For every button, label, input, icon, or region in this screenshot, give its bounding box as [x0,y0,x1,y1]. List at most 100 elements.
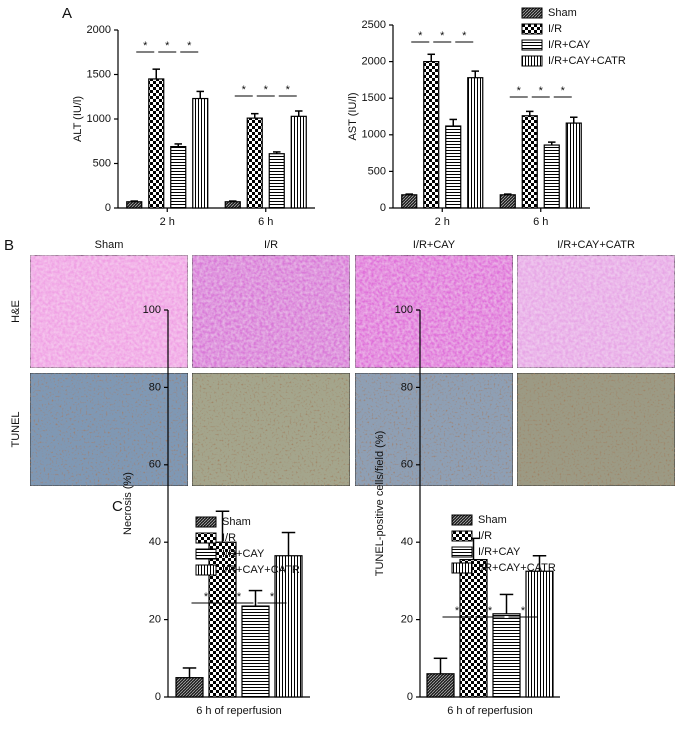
legend-swatch [521,55,543,67]
chart: 0 500 1000 1500 2000 ALT (IU/l) 2 h 6 h * * * * * * [72,24,315,228]
legend-swatch [195,548,217,560]
bar [521,115,538,209]
significance-label: * [488,605,493,617]
significance-label: * [165,40,170,52]
y-tick-label: 1500 [87,68,111,80]
legend-swatch [451,546,473,558]
legend-label: I/R+CAY+CATR [478,562,556,574]
tunel-image [191,372,351,487]
significance-label: * [462,30,467,42]
y-tick-label: 80 [149,381,161,393]
x-tick-label: 6 h [533,216,548,228]
bar [565,122,582,209]
significance-label: * [521,605,526,617]
legend-label: I/R+CAY [222,548,265,560]
y-axis-label: AST (IU/l) [347,92,359,140]
y-axis-label: Necrosis (%) [122,472,134,535]
micrograph-grid: Sham I/R I/R+CAY I/R+CAY+CATR H&E TUNEL [10,239,676,487]
he-image [516,254,676,369]
y-tick-label: 1500 [362,92,386,104]
legend-swatch [195,532,217,544]
bar [274,555,303,698]
y-tick-label: 100 [395,304,413,316]
column-label: I/R+CAY+CATR [557,239,635,251]
y-tick-label: 60 [149,459,161,471]
legend-swatch [451,530,473,542]
bar [192,97,209,209]
bar [499,194,516,209]
x-tick-label: 2 h [160,216,175,228]
y-tick-label: 500 [368,165,386,177]
row-label: TUNEL [10,411,22,447]
y-tick-label: 2500 [362,19,386,31]
y-tick-label: 60 [401,459,413,471]
bar [459,559,488,698]
legend-label: Sham [478,514,507,526]
bar [492,613,521,698]
significance-label: * [418,30,423,42]
he-image [191,254,351,369]
legend-label: I/R+CAY+CATR [222,564,300,576]
column-label: I/R [264,239,278,251]
significance-label: * [539,85,544,97]
legend-swatch [521,39,543,51]
chart: 0 20 40 60 80 100 Necrosis (%) 6 h of reperfusi… [122,304,310,717]
bar [445,125,462,209]
y-tick-label: 1000 [362,129,386,141]
panel-label: B [4,237,14,254]
legend-swatch [451,514,473,526]
panel-label: A [62,5,72,22]
legend-swatch [451,562,473,574]
bar [170,145,187,209]
he-image [29,254,189,369]
legend-label: I/R+CAY+CATR [548,55,626,67]
bar [241,605,270,698]
legend-label: I/R [478,530,492,542]
y-tick-label: 40 [401,536,413,548]
bar [246,117,263,209]
bar [268,153,285,209]
he-image [354,254,514,369]
panel-label: C [112,498,123,515]
significance-label: * [264,84,269,96]
bar [467,77,484,209]
legend-label: I/R+CAY [548,39,591,51]
legend-swatch [521,7,543,19]
bar [426,673,455,698]
bar [148,78,165,209]
y-axis-label: TUNEL-positive cells/field (%) [374,431,386,576]
bar [290,115,307,209]
y-tick-label: 100 [143,304,161,316]
bar [175,677,204,698]
significance-label: * [561,85,566,97]
y-tick-label: 0 [155,691,161,703]
y-tick-label: 0 [380,202,386,214]
legend-label: I/R [548,23,562,35]
bar [543,144,560,209]
x-tick-label: 6 h of reperfusion [447,705,533,717]
significance-label: * [455,605,460,617]
significance-label: * [242,84,247,96]
bar [126,201,143,209]
y-tick-label: 20 [401,614,413,626]
significance-label: * [440,30,445,42]
significance-label: * [517,85,522,97]
bar [401,194,418,209]
legend-swatch [521,23,543,35]
y-axis-label: ALT (IU/l) [72,96,84,142]
x-tick-label: 6 h of reperfusion [196,705,282,717]
bar [423,60,440,209]
y-tick-label: 2000 [87,24,111,36]
legend-label: I/R [222,532,236,544]
chart: 0 500 1000 1500 2000 2500 AST (IU/l) 2 h 6 h * * * *… [347,7,626,228]
legend-swatch [195,564,217,576]
y-tick-label: 80 [401,381,413,393]
legend-label: I/R+CAY [478,546,521,558]
significance-label: * [286,84,291,96]
chart: 0 20 40 60 80 100 TUNEL-positive cells/field (… [374,304,560,717]
y-tick-label: 2000 [362,56,386,68]
significance-label: * [143,40,148,52]
significance-label: * [204,591,209,603]
y-tick-label: 40 [149,536,161,548]
